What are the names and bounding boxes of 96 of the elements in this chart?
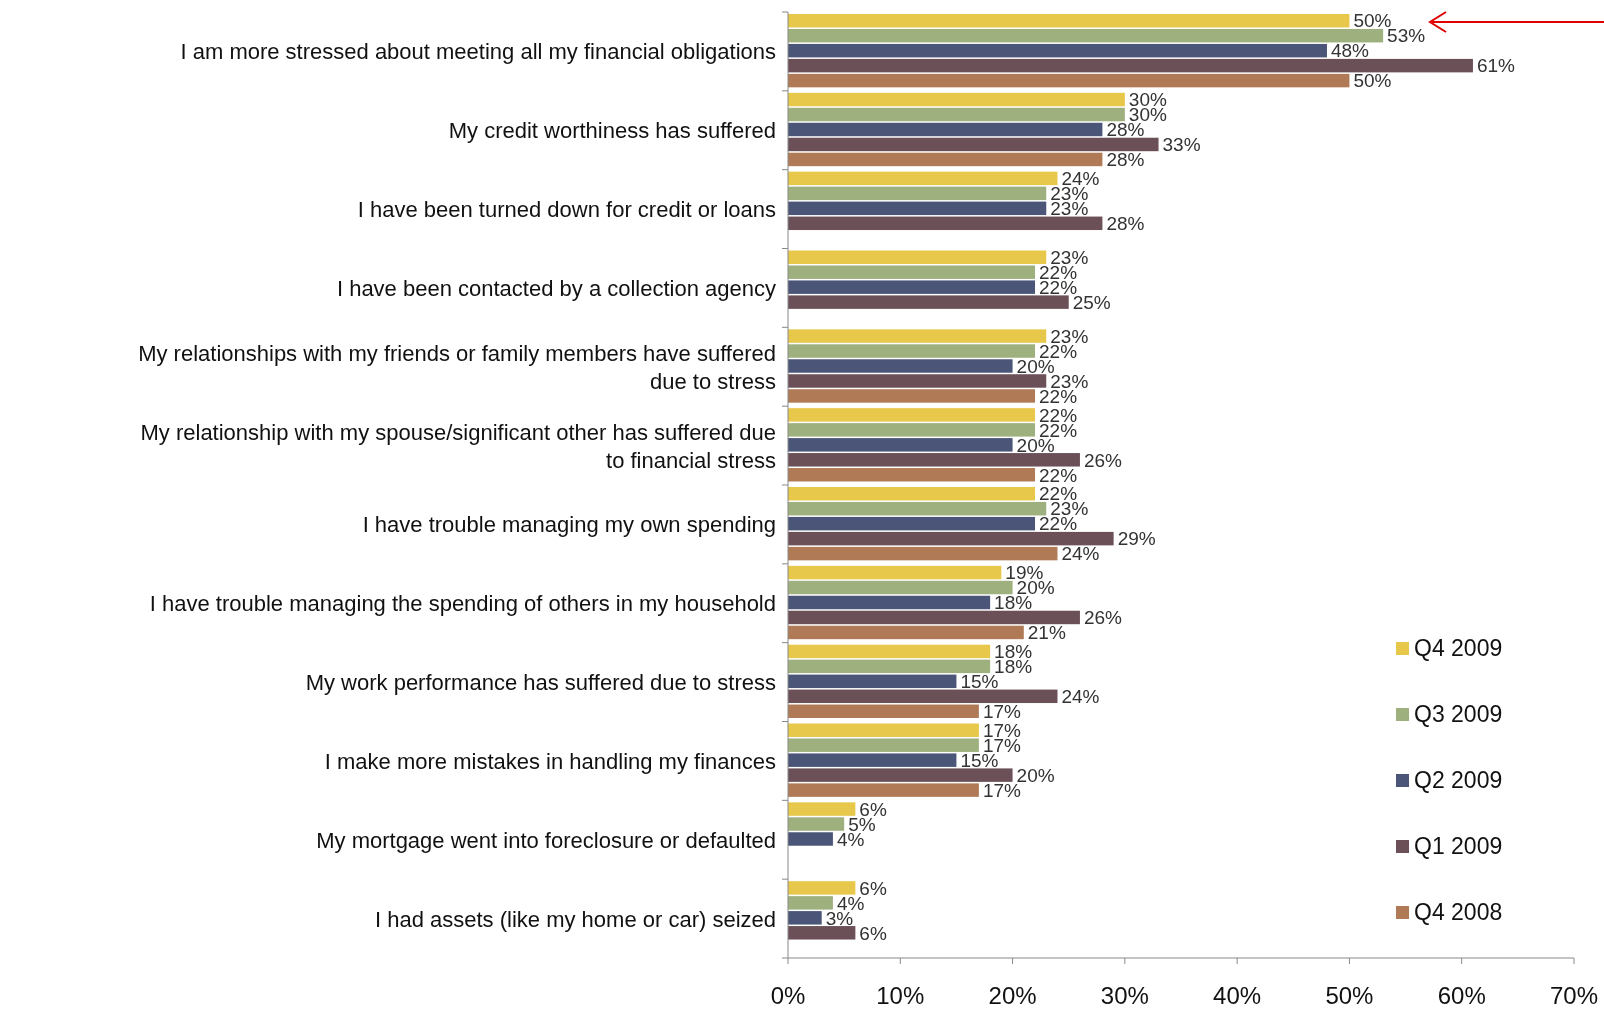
data-label: 24% — [1061, 686, 1100, 708]
data-label: 50% — [1353, 70, 1392, 92]
bar — [788, 501, 1047, 516]
bar — [788, 344, 1036, 358]
data-label: 28% — [1106, 213, 1145, 235]
bar — [788, 280, 1036, 294]
bar — [788, 359, 1013, 373]
y-tick-label: My work performance has suffered due to stress — [305, 670, 776, 696]
x-tick-label: 40% — [1213, 982, 1262, 1009]
bar — [788, 753, 957, 767]
y-tick-label: I make more mistakes in handling my finances — [324, 748, 776, 774]
bar — [788, 723, 979, 737]
bar — [788, 374, 1047, 388]
bar — [788, 911, 822, 925]
x-tick-label: 10% — [876, 982, 925, 1009]
y-tick-label: My relationship with my spouse/significant other has suffered due to financial stress — [140, 419, 776, 473]
data-label: 29% — [1117, 528, 1156, 550]
bar — [788, 768, 1013, 782]
bar — [788, 423, 1036, 437]
bar — [788, 152, 1103, 167]
bar — [788, 28, 1384, 43]
bar — [788, 265, 1036, 279]
bar — [788, 389, 1036, 403]
bar — [788, 250, 1047, 264]
bar — [788, 625, 1024, 640]
bar — [788, 468, 1036, 482]
y-tick-label: I have trouble managing my own spending — [362, 512, 776, 538]
data-label: 26% — [1083, 607, 1123, 629]
bar — [788, 832, 833, 846]
bar — [788, 201, 1047, 216]
bar — [788, 516, 1036, 531]
bar — [788, 43, 1327, 58]
bar — [788, 107, 1125, 122]
bar — [788, 689, 1058, 704]
data-label: 33% — [1162, 134, 1201, 156]
bar — [788, 565, 1002, 580]
legend-label: Q4 2008 — [1414, 899, 1503, 925]
bar — [788, 92, 1125, 107]
data-label: 17% — [982, 701, 1022, 723]
bar — [788, 58, 1473, 73]
y-tick-label: My credit worthiness has suffered — [448, 118, 776, 144]
data-label: 28% — [1106, 149, 1145, 171]
bar — [788, 580, 1013, 595]
bar — [788, 14, 1350, 28]
data-label: 61% — [1476, 55, 1516, 77]
bar — [788, 171, 1058, 186]
legend-label: Q1 2009 — [1414, 833, 1503, 859]
bar — [788, 137, 1159, 152]
bar — [788, 802, 856, 816]
data-label: 24% — [1061, 543, 1100, 565]
y-tick-label: I had assets (like my home or car) seized — [374, 906, 776, 932]
bar — [788, 295, 1069, 309]
bar — [788, 216, 1103, 231]
y-tick-label: I have trouble managing the spending of others in my household — [149, 591, 776, 617]
bar — [788, 783, 979, 797]
bar — [788, 817, 845, 831]
legend-label: Q3 2009 — [1414, 701, 1503, 727]
bar — [788, 926, 856, 940]
bar — [788, 896, 833, 910]
x-tick-label: 20% — [988, 982, 1037, 1009]
y-tick-label: My mortgage went into foreclosure or defaulted — [316, 827, 776, 853]
y-tick-label: I am more stressed about meeting all my financial obligations — [180, 39, 776, 65]
bar — [788, 674, 957, 689]
bar — [788, 704, 979, 718]
bar — [788, 122, 1103, 137]
data-label: 20% — [1016, 764, 1055, 786]
bar — [788, 595, 991, 610]
bar — [788, 531, 1114, 546]
bar — [788, 546, 1058, 561]
y-tick-label: I have been contacted by a collection agency — [336, 275, 776, 301]
data-label: 22% — [1039, 464, 1078, 486]
bar — [788, 881, 856, 895]
bar — [788, 408, 1036, 422]
data-label: 26% — [1083, 449, 1123, 471]
x-tick-label: 30% — [1100, 982, 1149, 1009]
legend-label: Q2 2009 — [1414, 767, 1503, 793]
bar — [788, 73, 1350, 88]
x-tick-label: 70% — [1549, 982, 1599, 1009]
x-tick-label: 50% — [1325, 982, 1374, 1009]
bar — [788, 329, 1047, 343]
y-tick-label: I have been turned down for credit or loans — [357, 197, 776, 223]
y-tick-label: My relationships with my friends or family members have suffered due to stress — [138, 340, 776, 394]
data-label: 6% — [859, 922, 887, 944]
bar — [788, 438, 1013, 452]
bar — [788, 659, 991, 674]
bar — [788, 644, 991, 659]
data-label: 21% — [1027, 622, 1066, 644]
bar — [788, 487, 1036, 501]
bar — [788, 186, 1047, 201]
x-tick-label: 60% — [1437, 982, 1486, 1009]
data-label: 48% — [1330, 40, 1370, 62]
bar — [788, 610, 1080, 625]
bar — [788, 453, 1080, 467]
bar — [788, 738, 979, 752]
legend-label: Q4 2009 — [1414, 635, 1503, 661]
x-tick-label: 0% — [770, 982, 806, 1009]
